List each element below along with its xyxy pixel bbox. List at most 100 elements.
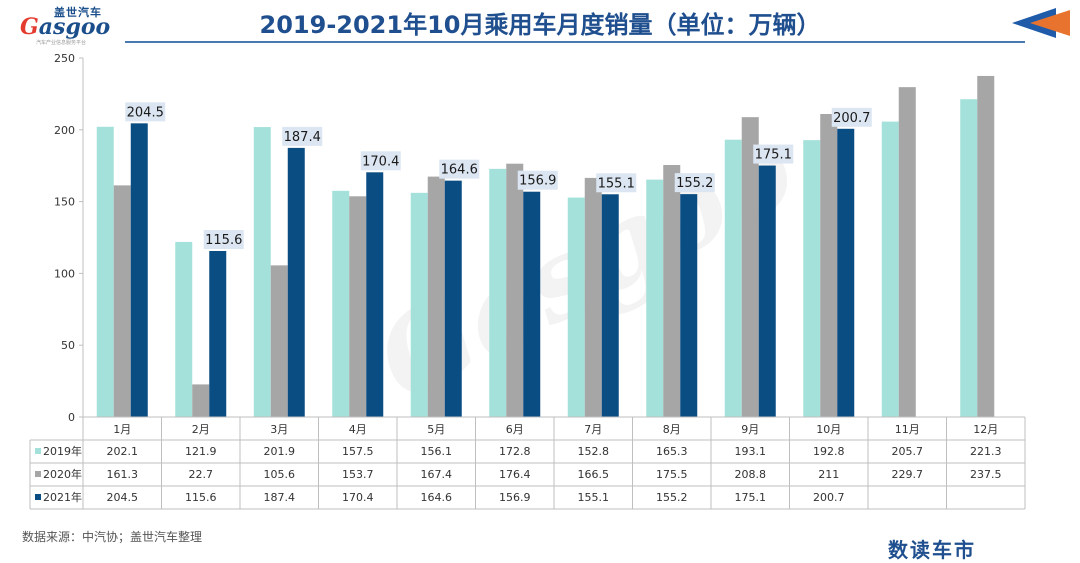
data-label: 187.4 [284, 130, 321, 145]
table-cell: 187.4 [264, 491, 296, 504]
data-label: 156.9 [519, 174, 556, 189]
data-label-box [674, 173, 715, 193]
bar-2019年-12月 [960, 99, 978, 418]
legend-label: 2020年 [43, 467, 82, 481]
data-label-box [282, 126, 323, 146]
category-label: 10月 [816, 423, 841, 436]
category-label: 8月 [663, 423, 681, 436]
data-label: 155.2 [676, 176, 713, 191]
category-label: 1月 [113, 423, 131, 436]
table-cell: 115.6 [185, 491, 217, 504]
legend-swatch-2020年 [35, 471, 41, 477]
category-label: 2月 [192, 423, 210, 436]
category-label: 9月 [741, 423, 759, 436]
logo-cn: 盖世汽车 [54, 6, 102, 19]
data-label-box [831, 107, 872, 127]
bar-2019年-9月 [724, 139, 742, 417]
table-cell: 167.4 [421, 468, 453, 481]
legend-swatch-2019年 [35, 448, 41, 454]
bar-2020年-5月 [427, 176, 445, 417]
table-cell: 237.5 [970, 468, 1002, 481]
table-cell: 229.7 [892, 468, 924, 481]
table-cell: 161.3 [107, 468, 139, 481]
bar-2020年-7月 [584, 177, 602, 417]
y-tick-label: 0 [68, 411, 75, 424]
data-label-box [517, 170, 558, 190]
data-label: 164.6 [441, 163, 478, 178]
table-cell: 208.8 [735, 468, 767, 481]
data-label: 170.4 [362, 154, 399, 169]
y-tick-label: 250 [54, 52, 75, 65]
data-label-box [753, 144, 794, 164]
bar-2021年-9月 [758, 165, 776, 417]
category-label: 7月 [584, 423, 602, 436]
bar-2021年-2月 [209, 250, 227, 417]
legend-label: 2019年 [43, 444, 82, 458]
bar-2020年-6月 [506, 163, 524, 417]
y-tick-label: 150 [54, 196, 75, 209]
table-cell: 165.3 [656, 445, 688, 458]
data-label: 155.1 [598, 176, 635, 191]
table-cell: 201.9 [264, 445, 296, 458]
table-cell: 22.7 [189, 468, 214, 481]
bar-2019年-11月 [881, 121, 899, 417]
table-cell: 205.7 [892, 445, 924, 458]
bar-2020年-4月 [349, 196, 367, 417]
table-cell: 166.5 [578, 468, 610, 481]
category-label: 6月 [506, 423, 524, 436]
bar-2020年-12月 [977, 75, 995, 417]
category-label: 12月 [973, 423, 998, 436]
bar-2021年-1月 [130, 123, 148, 417]
data-label-box [596, 173, 637, 193]
table-cell: 155.2 [656, 491, 688, 504]
data-label: 204.5 [127, 105, 164, 120]
bar-chart: 0 50 100 150 200 250 204.5 115.6 187.4 170.4 164.6… [29, 52, 1026, 510]
table-cell: 175.1 [735, 491, 767, 504]
bar-2019年-8月 [646, 179, 664, 417]
bar-2020年-3月 [270, 265, 288, 417]
category-label: 3月 [270, 423, 288, 436]
bar-2020年-9月 [741, 117, 759, 417]
table-cell: 121.9 [185, 445, 217, 458]
bar-2021年-7月 [601, 194, 619, 417]
table-cell: 164.6 [421, 491, 453, 504]
table-cell: 193.1 [735, 445, 767, 458]
table-cell: 172.8 [499, 445, 531, 458]
y-tick-label: 100 [54, 267, 75, 280]
category-label: 5月 [427, 423, 445, 436]
bar-2020年-8月 [663, 164, 681, 417]
bar-2019年-7月 [567, 197, 585, 417]
data-label-box [125, 102, 166, 122]
table-cell: 155.1 [578, 491, 610, 504]
gasgoo-logo: 盖世汽车 Gasgoo 汽车产业信息服务平台 [10, 4, 120, 46]
bar-2021年-4月 [366, 172, 384, 417]
table-cell: 175.5 [656, 468, 688, 481]
table-cell: 170.4 [342, 491, 374, 504]
bar-2021年-3月 [287, 147, 305, 417]
data-label-box [203, 229, 244, 249]
table-cell: 153.7 [342, 468, 374, 481]
bar-2020年-2月 [192, 384, 210, 417]
bar-2021年-8月 [680, 194, 698, 417]
data-label-box [360, 151, 401, 171]
logo-en: Gasgoo [20, 14, 111, 40]
data-label: 115.6 [205, 233, 242, 248]
table-cell: 152.8 [578, 445, 610, 458]
bar-2020年-10月 [820, 114, 838, 417]
table-cell: 156.9 [499, 491, 531, 504]
data-label: 175.1 [755, 148, 792, 163]
table-cell: 200.7 [813, 491, 845, 504]
table-cell: 157.5 [342, 445, 374, 458]
table-cell: 202.1 [107, 445, 139, 458]
bar-2019年-3月 [253, 127, 271, 418]
data-source: 数据来源：中汽协；盖世汽车整理 [22, 530, 203, 544]
corner-arrow-icon [1012, 8, 1070, 38]
table-cell: 176.4 [499, 468, 531, 481]
legend-swatch-2021年 [35, 494, 41, 500]
category-label: 4月 [349, 423, 367, 436]
bar-2021年-5月 [444, 180, 462, 417]
category-label: 11月 [895, 423, 920, 436]
logo-tagline: 汽车产业信息服务平台 [36, 40, 87, 46]
bar-2019年-5月 [410, 192, 428, 417]
data-label: 200.7 [833, 111, 870, 126]
